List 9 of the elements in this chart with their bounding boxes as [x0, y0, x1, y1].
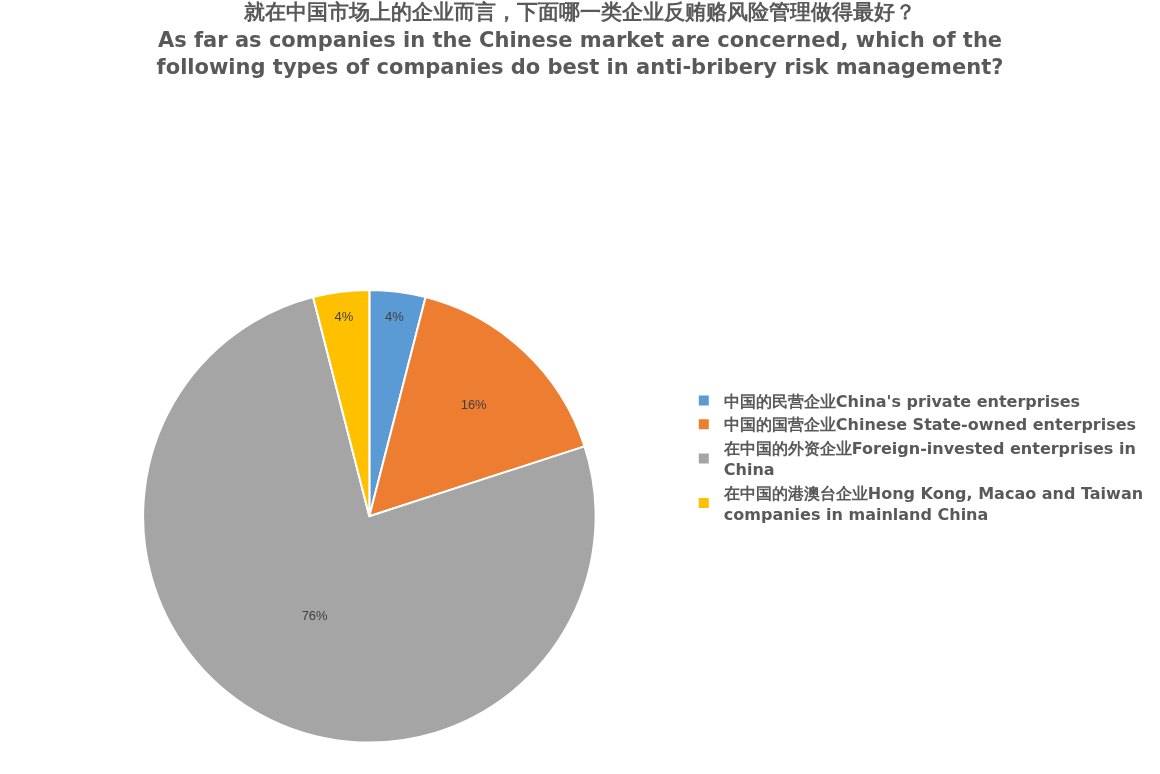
data-label: 76%: [301, 607, 329, 623]
data-label: 16%: [460, 397, 488, 413]
data-label: 4%: [334, 309, 354, 325]
legend-label: 中国的民营企业China's private enterprises: [723, 391, 1081, 411]
legend-label: 中国的国营企业Chinese State-owned enterprises: [723, 415, 1137, 435]
legend-label: 在中国的外资企业Foreign-invested enterprises in China: [722, 439, 1136, 480]
data-label: 4%: [384, 309, 405, 325]
chart-title: 就在中国市场上的企业而言，下面哪一类企业反贿赂风险管理做得最好？ As far as companies in the Chinese market are concerned, which of the following types of companies do best in anti-bribery risk management?: [156, 0, 1004, 79]
legend-label: 在中国的港澳台企业Hong Kong, Macao and Taiwan companies in mainland China: [722, 483, 1144, 524]
